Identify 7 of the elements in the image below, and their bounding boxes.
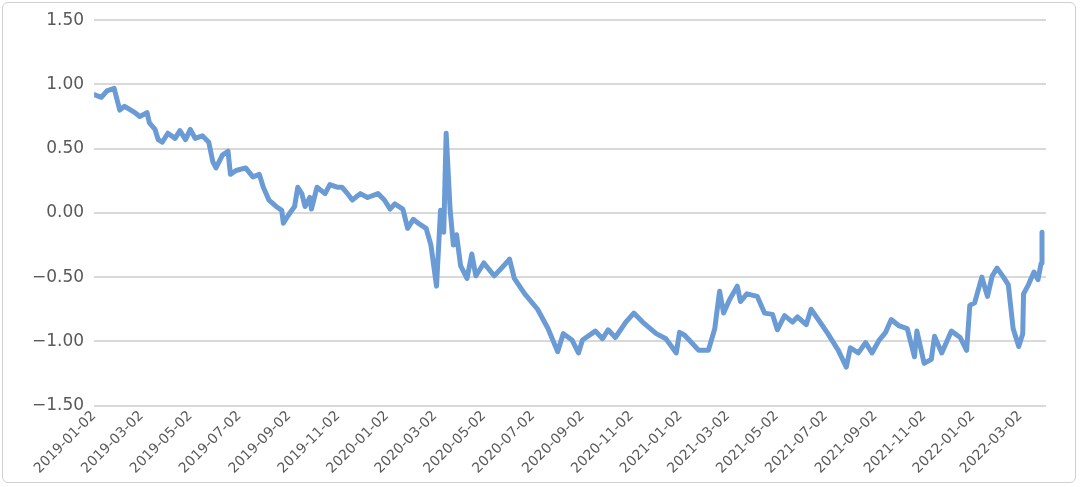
- y-tick-label: 1.00: [46, 72, 85, 93]
- y-tick-label: 1.50: [46, 8, 85, 29]
- y-tick-label: 0.50: [46, 137, 85, 158]
- y-tick-label: −1.50: [31, 394, 85, 415]
- y-tick-label: −1.00: [31, 329, 85, 350]
- y-tick-label: 0.00: [46, 201, 85, 222]
- y-tick-label: −0.50: [31, 265, 85, 286]
